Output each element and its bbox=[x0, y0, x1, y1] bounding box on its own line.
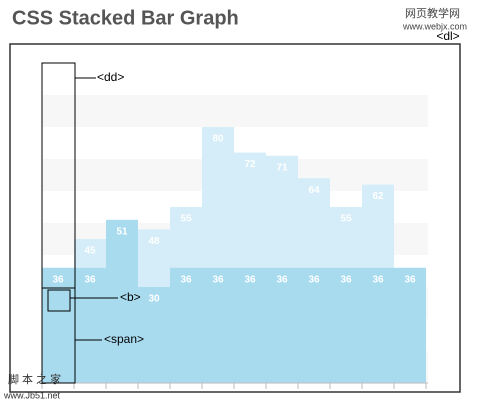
value-label: 36 bbox=[84, 274, 96, 285]
value-label: 36 bbox=[244, 274, 256, 285]
bar bbox=[234, 267, 266, 383]
bar bbox=[138, 287, 170, 383]
value-label: 55 bbox=[180, 214, 192, 225]
bar bbox=[362, 267, 394, 383]
value-label: 30 bbox=[148, 294, 160, 305]
watermark: 脚 本 之 家 bbox=[8, 372, 61, 386]
value-label: 55 bbox=[340, 214, 352, 225]
bar bbox=[74, 267, 106, 383]
value-label: 71 bbox=[276, 162, 288, 173]
value-label: 45 bbox=[84, 246, 96, 257]
bar bbox=[298, 267, 330, 383]
dl-annotation: <dl> bbox=[436, 29, 459, 43]
bar bbox=[170, 267, 202, 383]
bar bbox=[202, 267, 234, 383]
value-label: 48 bbox=[148, 236, 160, 247]
value-label: 80 bbox=[212, 134, 224, 145]
bar bbox=[106, 219, 138, 383]
bars: 3645414855807271645562363636513036363636… bbox=[42, 127, 426, 383]
dd-annotation: <dd> bbox=[97, 70, 124, 84]
watermark: www.Jb51.net bbox=[3, 390, 61, 400]
dd-outline bbox=[41, 62, 76, 384]
value-label: 64 bbox=[308, 185, 320, 196]
b-annotation: <b> bbox=[120, 290, 141, 304]
bar bbox=[330, 267, 362, 383]
value-label: 36 bbox=[404, 274, 416, 285]
value-label: 36 bbox=[340, 274, 352, 285]
value-label: 51 bbox=[116, 226, 128, 237]
b-outline bbox=[47, 289, 71, 312]
value-label: 36 bbox=[372, 274, 384, 285]
value-label: 36 bbox=[52, 274, 64, 285]
watermark: www.webjx.com bbox=[402, 21, 467, 31]
stripe bbox=[42, 95, 428, 127]
value-label: 36 bbox=[276, 274, 288, 285]
value-label: 36 bbox=[180, 274, 192, 285]
x-ticks bbox=[41, 383, 427, 389]
bar bbox=[394, 267, 426, 383]
value-label: 36 bbox=[308, 274, 320, 285]
watermark: 网页教学网 bbox=[405, 6, 460, 20]
value-label: 62 bbox=[372, 191, 384, 202]
span-annotation: <span> bbox=[104, 332, 144, 346]
bar bbox=[266, 267, 298, 383]
frame bbox=[9, 43, 461, 393]
chart-title: CSS Stacked Bar Graph bbox=[12, 7, 239, 29]
value-label: 72 bbox=[244, 159, 256, 170]
value-label: 36 bbox=[212, 274, 224, 285]
bar bbox=[42, 267, 74, 383]
